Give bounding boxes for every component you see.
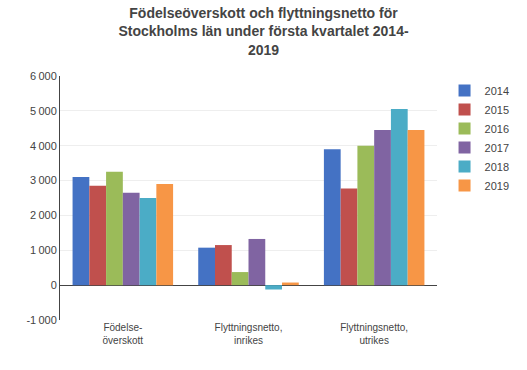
svg-text:1 000: 1 000 — [30, 244, 57, 256]
svg-text:Födelseöverskott och flyttning: Födelseöverskott och flyttningsnetto för… — [118, 5, 409, 57]
svg-text:0: 0 — [51, 279, 57, 291]
svg-text:4 000: 4 000 — [30, 140, 57, 152]
svg-text:3 000: 3 000 — [30, 174, 57, 186]
svg-text:2017: 2017 — [485, 142, 509, 154]
svg-text:2019: 2019 — [485, 180, 509, 192]
svg-text:5 000: 5 000 — [30, 105, 57, 117]
svg-text:Födelse-överskott: Födelse-överskott — [103, 322, 144, 346]
svg-text:2015: 2015 — [485, 104, 509, 116]
svg-text:6 000: 6 000 — [30, 70, 57, 82]
svg-text:-1 000: -1 000 — [26, 314, 56, 326]
svg-text:Flyttningsnetto,inrikes: Flyttningsnetto,inrikes — [215, 322, 283, 346]
svg-text:2 000: 2 000 — [30, 209, 57, 221]
svg-text:Flyttningsnetto,utrikes: Flyttningsnetto,utrikes — [340, 322, 408, 346]
svg-text:2016: 2016 — [485, 123, 509, 135]
svg-text:2014: 2014 — [485, 85, 509, 97]
svg-text:2018: 2018 — [485, 161, 509, 173]
